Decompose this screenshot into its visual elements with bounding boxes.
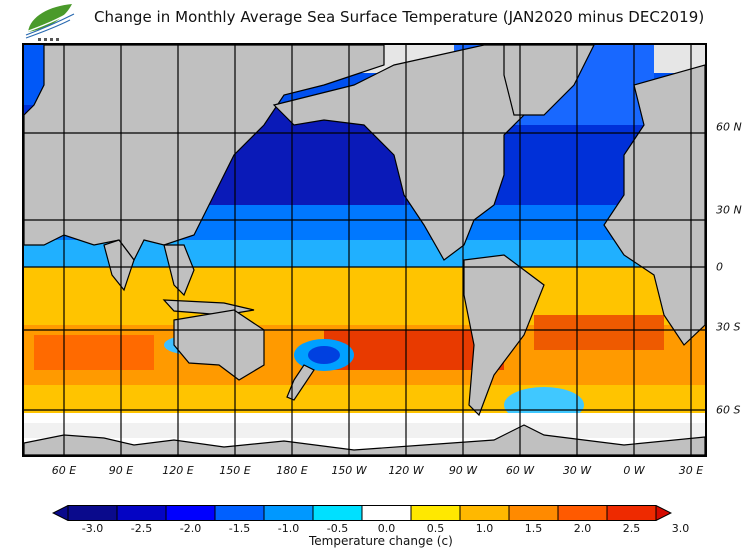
colorbar-tick-label: 1.5 [524,522,543,535]
colorbar-segment [606,505,657,521]
land-layer [24,45,705,455]
colorbar-tick-label: -1.0 [277,522,300,535]
land-asia [24,45,385,262]
colorbar-segment [165,505,216,521]
longitude-label: 150 E [219,464,251,477]
ocean-anomaly-layer [24,45,705,455]
organization-leaf-logo [25,4,75,41]
colorbar-segment [263,505,314,521]
longitude-label: 60 W [505,464,535,477]
colorbar-tick-label: -0.5 [326,522,349,535]
colorbar-tick-label: 0.5 [426,522,445,535]
colorbar-arrow-min [52,505,69,521]
colorbar-segment [557,505,608,521]
longitude-label: 30 E [678,464,704,477]
longitude-label: 180 E [276,464,308,477]
longitude-label: 0 W [623,464,645,477]
colorbar-tick-label: 2.5 [622,522,641,535]
colorbar-segment [410,505,461,521]
colorbar [52,505,672,521]
colorbar-segment [67,505,118,521]
latitude-label: 30 N [716,203,742,217]
colorbar-title: Temperature change (c) [309,534,453,548]
longitude-label: 120 E [162,464,194,477]
land-new-zealand [286,364,315,401]
longitude-label: 30 W [562,464,592,477]
colorbar-tick-label: 0.0 [377,522,396,535]
colorbar-segment [312,505,363,521]
colorbar-segment [361,505,412,521]
longitude-label: 120 W [388,464,424,477]
latitude-label: 60 S [716,403,741,417]
colorbar-segment [508,505,559,521]
colorbar-tick-label: 3.0 [671,522,690,535]
colorbar-tick-label: -1.5 [228,522,251,535]
latitude-label: 30 S [716,320,741,334]
sea-ice-edge [24,423,705,438]
colorbar-tick-label: 2.0 [573,522,592,535]
colorbar-arrow-max [655,505,672,521]
longitude-label: 60 E [51,464,77,477]
land-se-asia [163,244,195,297]
sst-anomaly-map [22,43,707,457]
colorbar-segment [214,505,265,521]
latitude-label: 0 [716,260,723,274]
land-india [103,239,135,292]
chart-title: Change in Monthly Average Sea Surface Te… [94,8,705,26]
colorbar-segment [459,505,510,521]
south-indian-warming [34,335,154,370]
colorbar-tick-label: -2.0 [179,522,202,535]
land-australia [173,309,265,381]
south-atlantic-warming [534,315,664,350]
colorbar-segment [116,505,167,521]
land-europe-africa [603,64,705,346]
colorbar-tick-label: -3.0 [81,522,104,535]
colorbar-tick-label: 1.0 [475,522,494,535]
land-antarctica [24,424,705,455]
longitude-label: 150 W [331,464,367,477]
longitude-label: 90 W [448,464,478,477]
land-south-america [463,254,545,417]
map-canvas [24,45,705,455]
longitude-label: 90 E [108,464,134,477]
graticule [24,45,705,455]
land-greenland [503,45,595,116]
latitude-label: 60 N [716,120,742,134]
colorbar-tick-label: -2.5 [130,522,153,535]
